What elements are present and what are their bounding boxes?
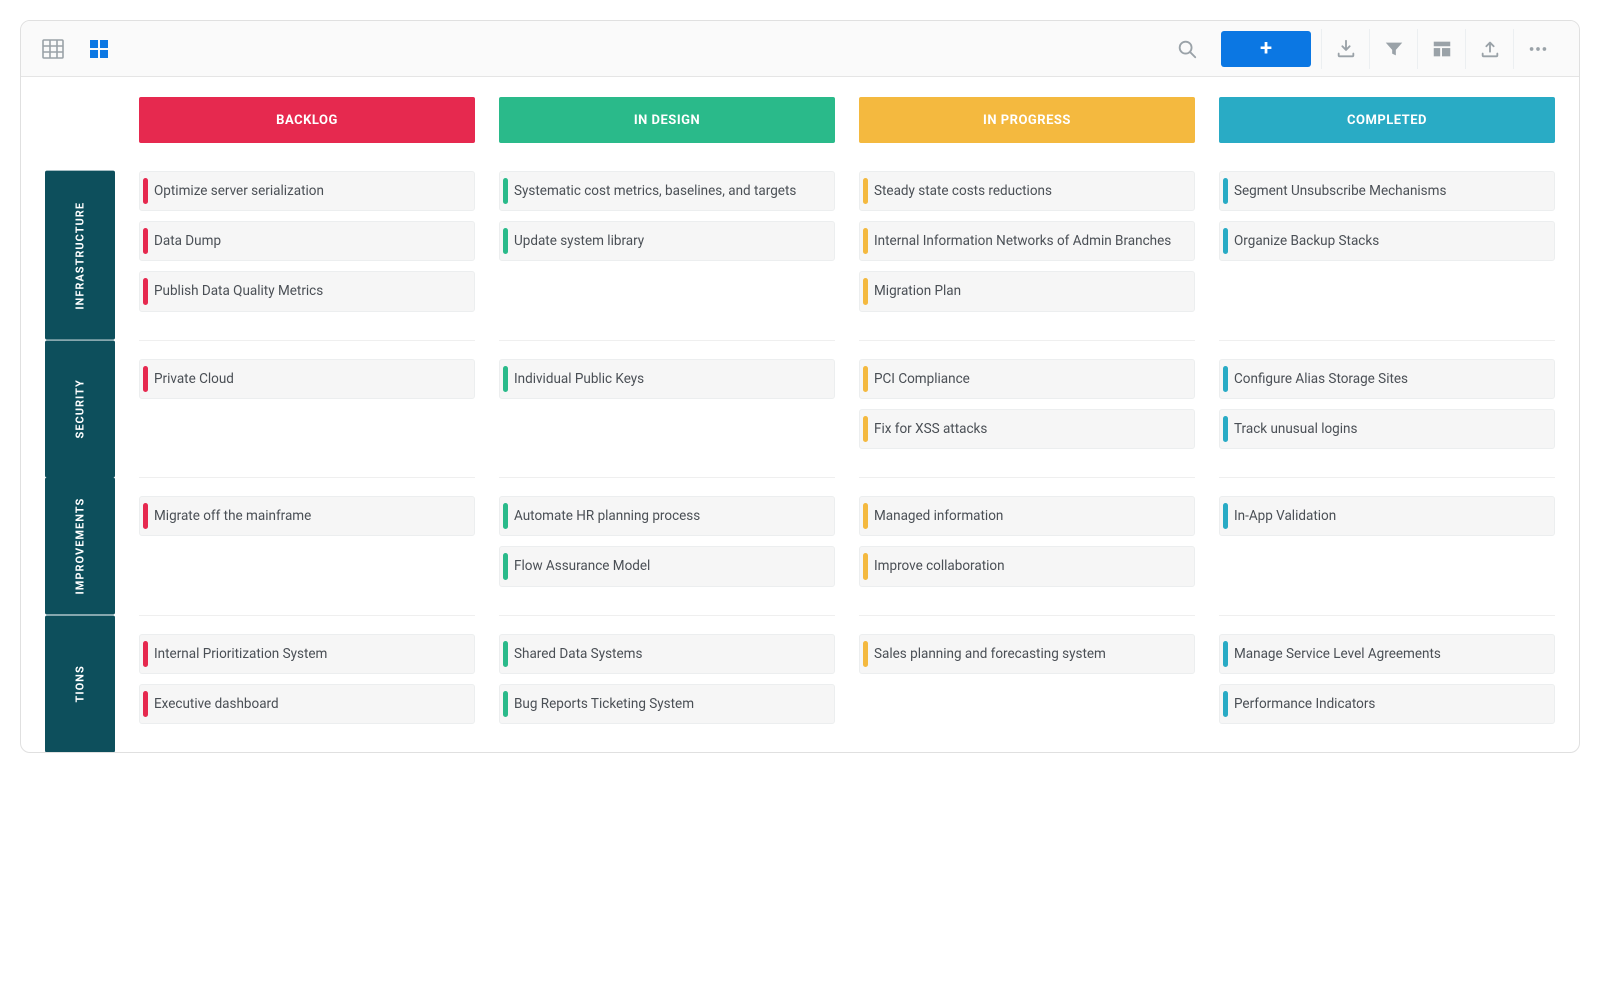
lane-cell[interactable]: Automate HR planning process Flow Assuran… — [499, 477, 835, 614]
lane-cell[interactable]: Individual Public Keys — [499, 340, 835, 477]
card[interactable]: Migration Plan — [859, 271, 1195, 311]
lane-cell[interactable]: Segment Unsubscribe Mechanisms Organize B… — [1219, 143, 1555, 340]
lane-cell[interactable]: Shared Data Systems Bug Reports Ticketing… — [499, 615, 835, 752]
more-button[interactable] — [1513, 29, 1561, 69]
card[interactable]: Segment Unsubscribe Mechanisms — [1219, 171, 1555, 211]
card[interactable]: Steady state costs reductions — [859, 171, 1195, 211]
layout-icon — [1431, 38, 1453, 60]
toolbar: + — [21, 21, 1579, 77]
card[interactable]: Migrate off the mainframe — [139, 496, 475, 536]
search-button[interactable] — [1163, 29, 1211, 69]
download-icon — [1335, 38, 1357, 60]
toolbar-right: + — [1163, 29, 1561, 69]
card[interactable]: Manage Service Level Agreements — [1219, 634, 1555, 674]
card[interactable]: Executive dashboard — [139, 684, 475, 724]
card[interactable]: Update system library — [499, 221, 835, 261]
card[interactable]: Private Cloud — [139, 359, 475, 399]
grid-icon — [87, 37, 111, 61]
card[interactable]: Managed information — [859, 496, 1195, 536]
card[interactable]: Sales planning and forecasting system — [859, 634, 1195, 674]
kanban-board: BACKLOG IN DESIGN IN PROGRESS COMPLETED INFR… — [45, 97, 1555, 752]
add-button-label: + — [1260, 36, 1272, 61]
card[interactable]: Internal Prioritization System — [139, 634, 475, 674]
upload-icon — [1479, 38, 1501, 60]
card[interactable]: Bug Reports Ticketing System — [499, 684, 835, 724]
toolbar-left — [39, 35, 113, 63]
card[interactable]: Configure Alias Storage Sites — [1219, 359, 1555, 399]
kanban-view-button[interactable] — [85, 35, 113, 63]
card[interactable]: Individual Public Keys — [499, 359, 835, 399]
lane-cell[interactable]: Sales planning and forecasting system — [859, 615, 1195, 752]
swimlane-label-security[interactable]: SECURITY — [45, 340, 115, 477]
card[interactable]: Track unusual logins — [1219, 409, 1555, 449]
table-icon — [41, 37, 65, 61]
swimlane-label-improvements[interactable]: IMPROVEMENTS — [45, 477, 115, 614]
card[interactable]: Systematic cost metrics, baselines, and … — [499, 171, 835, 211]
card[interactable]: Data Dump — [139, 221, 475, 261]
swimlane-label-infrastructure[interactable]: INFRASTRUCTURE — [45, 171, 115, 340]
lane-cell[interactable]: Private Cloud — [139, 340, 475, 477]
swimlane-label-tions[interactable]: TIONS — [45, 615, 115, 752]
filter-button[interactable] — [1369, 29, 1417, 69]
card[interactable]: Shared Data Systems — [499, 634, 835, 674]
column-header-in_design[interactable]: IN DESIGN — [499, 97, 835, 143]
header-spacer — [45, 97, 115, 143]
column-header-in_progress[interactable]: IN PROGRESS — [859, 97, 1195, 143]
lane-cell[interactable]: Steady state costs reductions Internal In… — [859, 143, 1195, 340]
more-icon — [1527, 38, 1549, 60]
lane-cell[interactable]: Internal Prioritization System Executive … — [139, 615, 475, 752]
card[interactable]: Automate HR planning process — [499, 496, 835, 536]
card[interactable]: Internal Information Networks of Admin B… — [859, 221, 1195, 261]
lane-cell[interactable]: Optimize server serialization Data Dump Pu… — [139, 143, 475, 340]
app-frame: + — [20, 20, 1580, 753]
card[interactable]: In-App Validation — [1219, 496, 1555, 536]
lane-cell[interactable]: Systematic cost metrics, baselines, and … — [499, 143, 835, 340]
download-button[interactable] — [1321, 29, 1369, 69]
column-header-backlog[interactable]: BACKLOG — [139, 97, 475, 143]
lane-cell[interactable]: PCI Compliance Fix for XSS attacks — [859, 340, 1195, 477]
filter-icon — [1383, 38, 1405, 60]
lane-cell[interactable]: Manage Service Level Agreements Performan… — [1219, 615, 1555, 752]
lane-cell[interactable]: Migrate off the mainframe — [139, 477, 475, 614]
board-scroll[interactable]: BACKLOG IN DESIGN IN PROGRESS COMPLETED INFR… — [21, 77, 1579, 752]
column-header-completed[interactable]: COMPLETED — [1219, 97, 1555, 143]
search-icon — [1176, 38, 1198, 60]
lane-cell[interactable]: Configure Alias Storage Sites Track unusu… — [1219, 340, 1555, 477]
add-button[interactable]: + — [1221, 31, 1311, 67]
card[interactable]: Improve collaboration — [859, 546, 1195, 586]
card[interactable]: Optimize server serialization — [139, 171, 475, 211]
card[interactable]: Fix for XSS attacks — [859, 409, 1195, 449]
lane-cell[interactable]: Managed information Improve collaboration — [859, 477, 1195, 614]
card[interactable]: Flow Assurance Model — [499, 546, 835, 586]
table-view-button[interactable] — [39, 35, 67, 63]
card[interactable]: Publish Data Quality Metrics — [139, 271, 475, 311]
lane-cell[interactable]: In-App Validation — [1219, 477, 1555, 614]
card[interactable]: Performance Indicators — [1219, 684, 1555, 724]
card[interactable]: PCI Compliance — [859, 359, 1195, 399]
upload-button[interactable] — [1465, 29, 1513, 69]
layout-button[interactable] — [1417, 29, 1465, 69]
card[interactable]: Organize Backup Stacks — [1219, 221, 1555, 261]
